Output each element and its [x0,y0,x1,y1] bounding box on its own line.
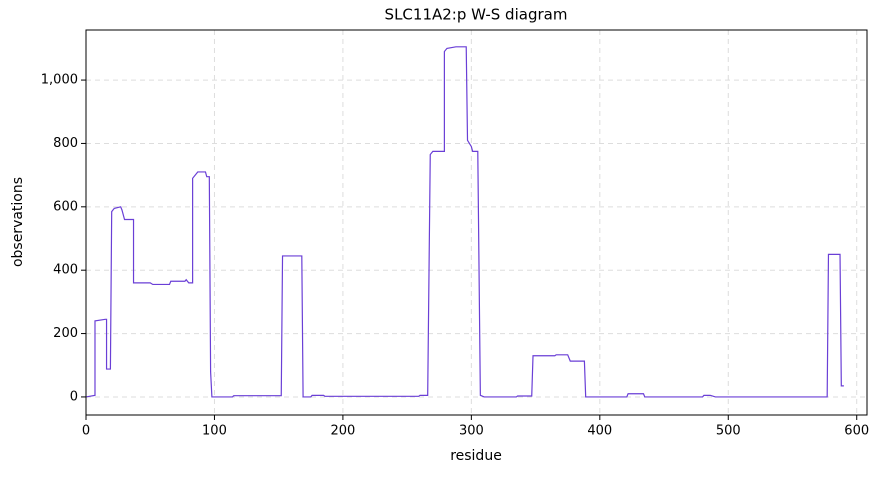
plot-frame [85,29,868,416]
x-tick-label: 0 [82,424,90,439]
y-tick-label: 200 [53,326,78,341]
x-tick-label: 200 [330,424,355,439]
y-tick-label: 600 [53,199,78,214]
x-tick-label: 100 [202,424,227,439]
x-tick-label: 300 [459,424,484,439]
x-tick-label: 500 [716,424,741,439]
y-tick-label: 0 [70,389,78,404]
x-tick-label: 400 [587,424,612,439]
y-axis-label: observations [10,177,26,267]
y-tick-label: 400 [53,263,78,278]
x-tick-label: 600 [844,424,869,439]
chart-title: SLC11A2:p W-S diagram [385,6,568,24]
data-line [85,46,844,398]
y-tick-label: 1,000 [41,73,78,88]
y-tick-label: 800 [53,136,78,151]
x-axis-label: residue [450,448,502,464]
